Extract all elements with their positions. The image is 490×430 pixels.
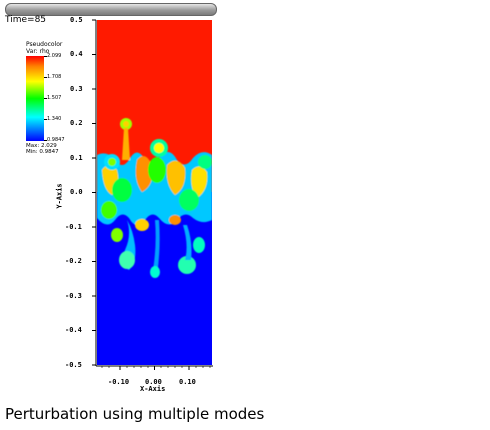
colorbar-tick-label: 1.708 [47, 74, 62, 80]
legend-stats: Max: 2.029 Min: 0.9847 [26, 143, 59, 155]
colorbar-tick-label: 2.099 [47, 53, 62, 59]
y-tick-label: -0.1 [65, 223, 82, 231]
colorbar-tick-label: 1.340 [47, 116, 62, 122]
x-axis-label: X-Axis [140, 385, 166, 393]
legend-min: Min: 0.9847 [26, 149, 59, 155]
y-tick-label: -0.2 [65, 257, 82, 265]
mixing-layer [97, 118, 212, 278]
y-tick-label: 0.2 [70, 119, 83, 127]
y-major-ticks [92, 19, 96, 366]
colorbar-tick-label: 1.507 [47, 95, 62, 101]
colorbar-tickmark [44, 77, 47, 78]
legend-max: Max: 2.029 [26, 143, 57, 149]
colorbar-tickmark [44, 119, 47, 120]
x-minor-ticks [101, 366, 211, 368]
legend-variable: Var: rho [26, 48, 50, 55]
y-tick-label: 0.0 [70, 188, 83, 196]
colorbar-tick-label: 0.9847 [47, 137, 65, 143]
time-label: Time=85 [5, 15, 47, 25]
x-tick-label: 0.10 [179, 378, 196, 386]
figure-caption: Perturbation using multiple modes [5, 405, 265, 423]
y-tick-label: 0.3 [70, 85, 83, 93]
plot-canvas [97, 20, 212, 365]
colorbar-tickmark [44, 56, 47, 57]
legend-title: Pseudocolor Var: rho [26, 41, 62, 55]
y-tick-label: -0.3 [65, 292, 82, 300]
legend-plot-type: Pseudocolor [26, 41, 63, 48]
x-tick-label: 0.00 [145, 378, 162, 386]
light-fluid-region [97, 192, 212, 365]
window-titlebar[interactable] [5, 3, 217, 16]
colorbar-tickmark [44, 140, 47, 141]
colorbar [26, 56, 44, 141]
y-tick-label: -0.4 [65, 326, 82, 334]
y-tick-label: -0.5 [65, 361, 82, 369]
pseudocolor-plot[interactable] [97, 20, 212, 365]
x-major-ticks [119, 366, 190, 370]
y-tick-label: 0.1 [70, 154, 83, 162]
y-tick-label: 0.5 [70, 16, 83, 24]
colorbar-tickmark [44, 98, 47, 99]
x-tick-label: -0.10 [108, 378, 130, 386]
y-axis-label: Y-Axis [55, 183, 64, 209]
y-tick-label: 0.4 [70, 50, 83, 58]
